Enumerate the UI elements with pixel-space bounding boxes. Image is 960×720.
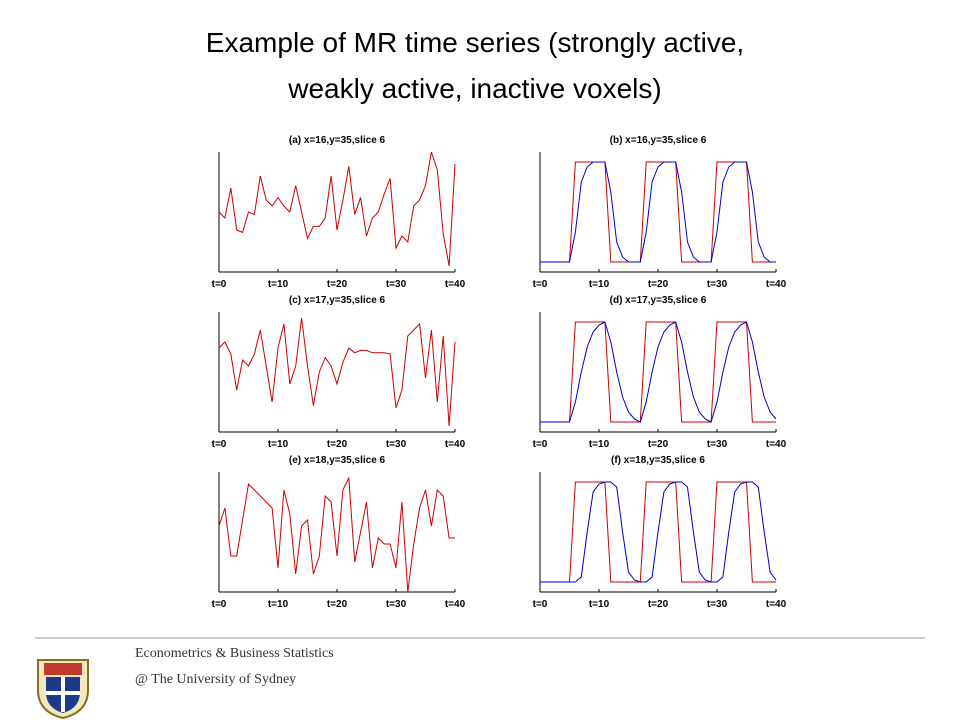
x-tick-label: t=30 (707, 599, 728, 610)
x-tick-label: t=30 (707, 439, 728, 450)
x-tick-label: t=20 (648, 439, 669, 450)
x-tick-label: t=20 (648, 599, 669, 610)
x-tick-label: t=40 (766, 599, 787, 610)
x-tick-label: t=20 (327, 279, 348, 290)
x-tick-label: t=0 (533, 279, 548, 290)
chart-title: (b) x=16,y=35,slice 6 (610, 135, 707, 146)
chart-title: (f) x=18,y=35,slice 6 (611, 455, 705, 466)
series-line (540, 321, 777, 423)
chart-title: (a) x=16,y=35,slice 6 (289, 135, 386, 146)
x-tick-label: t=0 (533, 439, 548, 450)
x-tick-label: t=40 (445, 279, 466, 290)
x-tick-label: t=30 (707, 279, 728, 290)
slide-title: weakly active, inactive voxels) (287, 73, 661, 104)
x-tick-label: t=20 (327, 439, 348, 450)
x-tick-label: t=30 (386, 439, 407, 450)
x-tick-label: t=40 (766, 279, 787, 290)
logo (37, 659, 89, 720)
series-line (218, 151, 456, 267)
x-tick-label: t=30 (386, 599, 407, 610)
footer-text: @ The University of Sydney (135, 672, 296, 687)
x-tick-label: t=40 (445, 599, 466, 610)
chart-title: (c) x=17,y=35,slice 6 (289, 295, 386, 306)
chart-title: (e) x=18,y=35,slice 6 (289, 455, 386, 466)
series-line (540, 161, 776, 263)
series-line (540, 481, 777, 583)
x-tick-label: t=0 (212, 599, 227, 610)
x-tick-label: t=10 (589, 439, 610, 450)
series-line (540, 161, 776, 263)
x-tick-label: t=10 (268, 439, 289, 450)
x-tick-label: t=0 (212, 439, 227, 450)
x-tick-label: t=10 (589, 279, 610, 290)
x-tick-label: t=0 (533, 599, 548, 610)
x-tick-label: t=40 (445, 439, 466, 450)
slide-title: Example of MR time series (strongly acti… (206, 27, 744, 58)
x-tick-label: t=10 (589, 599, 610, 610)
x-tick-label: t=20 (648, 279, 669, 290)
x-tick-label: t=10 (268, 599, 289, 610)
x-tick-label: t=40 (766, 439, 787, 450)
x-tick-label: t=10 (268, 279, 289, 290)
series-line (540, 321, 776, 423)
x-tick-label: t=0 (212, 279, 227, 290)
chart-title: (d) x=17,y=35,slice 6 (610, 295, 707, 306)
series-line (218, 476, 455, 593)
series-line (540, 481, 776, 583)
series-line (218, 317, 456, 427)
footer-text: Econometrics & Business Statistics (135, 646, 334, 661)
x-tick-label: t=30 (386, 279, 407, 290)
x-tick-label: t=20 (327, 599, 348, 610)
